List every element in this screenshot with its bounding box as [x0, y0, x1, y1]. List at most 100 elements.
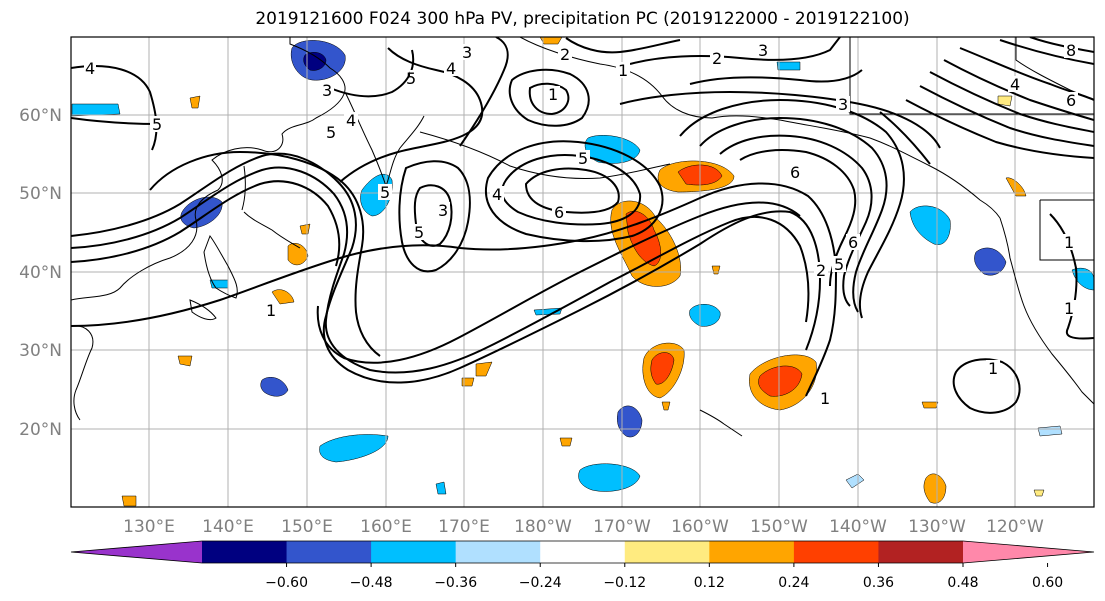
contour-label: 4	[446, 59, 456, 78]
colorbar-segment	[286, 541, 372, 563]
lat-label: 30°N	[19, 341, 62, 361]
pv-contour	[919, 85, 1094, 147]
pv-contour	[71, 166, 810, 374]
map-title: 2019121600 F024 300 hPa PV, precipitatio…	[255, 9, 910, 29]
colorbar-segment	[624, 541, 710, 563]
pv-contours	[71, 37, 1094, 414]
kuril-islands	[243, 211, 301, 249]
contour-label: 6	[848, 233, 858, 252]
kamchatka-coast	[345, 93, 425, 188]
precip-patch	[303, 52, 327, 71]
lon-label: 160°W	[671, 517, 729, 537]
colorbar-segment	[878, 541, 964, 563]
hawaii-islands	[699, 409, 743, 437]
colorbar-tick-label: −0.48	[350, 575, 393, 591]
precip-patch	[923, 473, 947, 504]
contour-label: 5	[406, 69, 416, 88]
precip-patch	[319, 434, 389, 463]
lon-label: 130°W	[908, 517, 966, 537]
lon-label: 180°W	[514, 517, 572, 537]
precip-patch	[189, 95, 201, 109]
precip-patch	[121, 495, 137, 507]
contour-label: 2	[712, 49, 722, 68]
lon-label: 170°W	[593, 517, 651, 537]
asia-coast	[71, 37, 346, 301]
precip-patch	[1037, 425, 1063, 437]
pv-contour	[528, 82, 570, 116]
contour-label: 1	[820, 389, 830, 408]
precip-patch	[461, 377, 475, 387]
colorbar-segment	[709, 541, 795, 563]
contour-label: 5	[834, 255, 844, 274]
pv-contour	[943, 59, 1094, 121]
contour-label: 1	[1064, 299, 1074, 318]
sakhalin-coast	[241, 165, 246, 211]
precip-patch	[299, 223, 311, 235]
contour-label: 6	[790, 163, 800, 182]
lon-label: 140°W	[829, 517, 887, 537]
contour-label: 2	[560, 45, 570, 64]
pv-contour	[699, 116, 888, 313]
colorbar-segment	[371, 541, 457, 563]
pv-contour	[689, 69, 863, 85]
pv-contour	[339, 47, 484, 183]
contour-label: 4	[492, 185, 502, 204]
pv-contour	[629, 37, 841, 65]
colorbar-tick-label: 0.60	[1032, 575, 1063, 591]
precip-patch	[997, 95, 1013, 107]
na-west-coast	[999, 217, 1094, 405]
precip-patch	[776, 61, 801, 71]
pv-contour	[524, 167, 620, 214]
pv-contour	[71, 117, 161, 125]
precip-patch	[921, 401, 939, 409]
contour-label: 5	[326, 123, 336, 142]
precip-patch	[287, 243, 309, 266]
contour-label: 6	[554, 203, 564, 222]
colorbar-tick-label: 0.48	[947, 575, 978, 591]
contour-label: 4	[85, 59, 95, 78]
pv-contour	[413, 184, 453, 247]
map-frame	[70, 36, 1095, 508]
contour-label: 3	[438, 201, 448, 220]
alaska-coast	[519, 37, 1001, 219]
pv-contour	[485, 140, 664, 243]
lon-label: 150°W	[750, 517, 808, 537]
contour-label: 1	[1064, 233, 1074, 252]
precip-patch	[180, 196, 223, 229]
contour-label: 3	[838, 95, 848, 114]
pv-contour	[905, 99, 1094, 159]
colorbar-tick-label: 0.12	[694, 575, 725, 591]
pv-contour	[565, 37, 681, 54]
contour-label: 5	[414, 223, 424, 242]
pv-contour	[459, 37, 509, 147]
precip-patch	[1005, 177, 1027, 197]
colorbar-tick-label: −0.36	[434, 575, 477, 591]
colorbar-segment	[793, 541, 879, 563]
precip-patch	[209, 279, 229, 289]
pv-contour	[679, 98, 905, 319]
latitude-labels: 60°N 50°N 40°N 30°N 20°N	[19, 106, 62, 440]
precip-patch	[177, 355, 193, 367]
precip-patch	[435, 481, 447, 495]
pv-contour	[329, 49, 415, 98]
precip-patch	[578, 463, 641, 492]
contour-label: 3	[462, 43, 472, 62]
precip-patch	[533, 307, 563, 316]
precip-patch	[1033, 489, 1045, 497]
contour-label: 1	[266, 301, 276, 320]
colorbar-segments	[70, 540, 1095, 564]
lat-label: 60°N	[19, 106, 62, 126]
lon-label: 160°E	[360, 517, 412, 537]
border	[849, 37, 1094, 115]
pv-contour	[739, 149, 857, 287]
lon-label: 150°E	[281, 517, 333, 537]
lat-label: 20°N	[19, 420, 62, 440]
contour-label: 3	[758, 41, 768, 60]
border-inland	[1039, 200, 1094, 261]
precip-patch	[845, 473, 865, 489]
contour-label: 1	[988, 359, 998, 378]
pv-contour	[619, 90, 941, 149]
contour-label: 4	[1010, 75, 1020, 94]
precip-patch	[974, 247, 1007, 276]
